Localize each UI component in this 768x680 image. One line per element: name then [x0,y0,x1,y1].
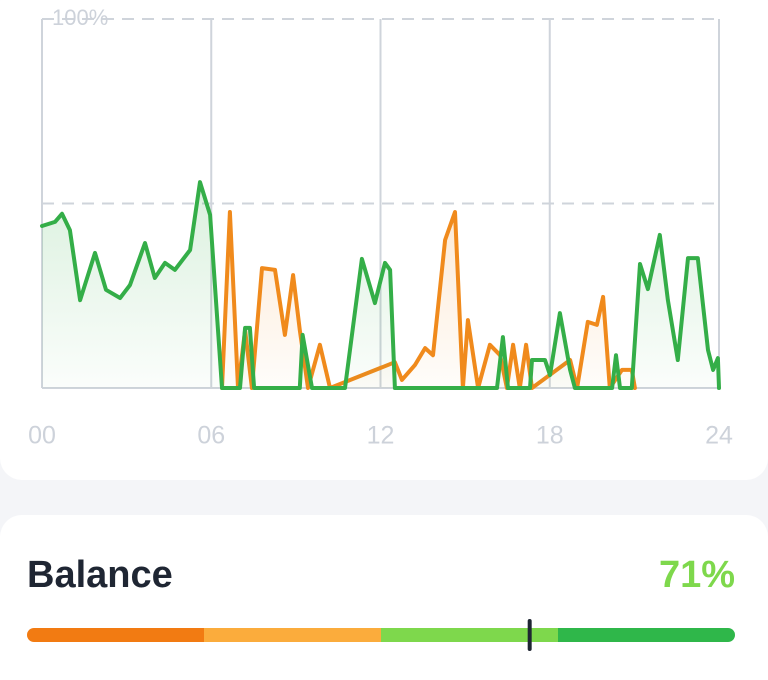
x-tick-label: 18 [536,422,564,450]
bar-segment [381,628,559,642]
x-tick-label: 00 [28,422,56,450]
plot: 00 06 12 18 24 100% [28,5,733,450]
bar-segment [27,628,205,642]
y-tick-label: 100% [52,5,108,30]
balance-value: 71% [659,554,735,596]
x-tick-label: 06 [197,422,225,450]
series-line [220,210,637,390]
x-tick-label: 12 [367,422,395,450]
bar-segment [558,628,735,642]
chart-card [0,0,768,480]
balance-card [0,515,768,680]
balance-label: Balance [27,554,173,596]
x-tick-label: 24 [705,422,733,450]
balance-bar [27,619,735,651]
bar-segment [204,628,382,642]
series-line [40,180,721,390]
